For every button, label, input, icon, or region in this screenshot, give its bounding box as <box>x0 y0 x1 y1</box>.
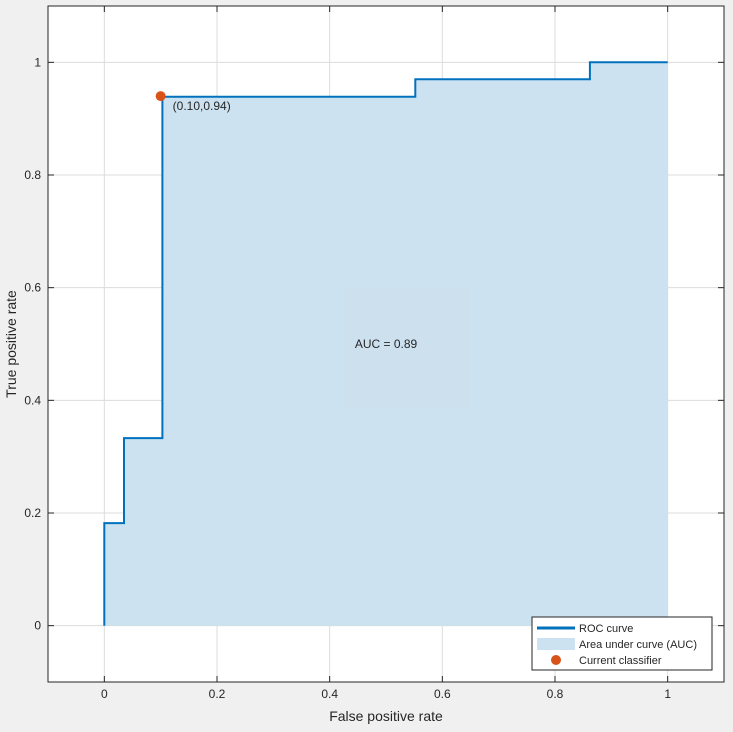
current-classifier-point <box>155 91 166 102</box>
legend-auc-label: Area under curve (AUC) <box>579 639 697 651</box>
legend: ROC curve Area under curve (AUC) Current… <box>531 616 713 671</box>
axis-ticks: 0 0.2 0.4 0.6 0.8 1 0 0.2 0.4 0.6 0.8 1 <box>24 6 724 701</box>
y-tick-label-0: 0 <box>34 619 41 633</box>
x-tick-label-3: 0.6 <box>434 687 451 701</box>
y-tick-label-3: 0.6 <box>24 281 41 295</box>
x-tick-label-1: 0.2 <box>209 687 226 701</box>
y-tick-label-1: 0.2 <box>24 506 41 520</box>
y-tick-label-4: 0.8 <box>24 168 41 182</box>
x-tick-label-0: 0 <box>101 687 108 701</box>
plot-frame <box>47 5 725 683</box>
x-tick-label-5: 1 <box>664 687 671 701</box>
legend-roc-label: ROC curve <box>579 623 633 635</box>
legend-classifier-swatch <box>551 655 561 665</box>
x-tick-label-2: 0.4 <box>321 687 338 701</box>
current-classifier-label: (0.10,0.94) <box>173 99 231 113</box>
legend-classifier-label: Current classifier <box>579 655 662 667</box>
y-axis-label: True positive rate <box>3 290 19 398</box>
auc-annotation: AUC = 0.89 <box>355 337 418 351</box>
auc-label-background <box>345 288 470 408</box>
x-tick-label-4: 0.8 <box>547 687 564 701</box>
x-axis-label: False positive rate <box>329 708 443 724</box>
legend-auc-swatch <box>537 638 575 650</box>
y-tick-label-2: 0.4 <box>24 393 41 407</box>
y-tick-label-5: 1 <box>34 55 41 69</box>
